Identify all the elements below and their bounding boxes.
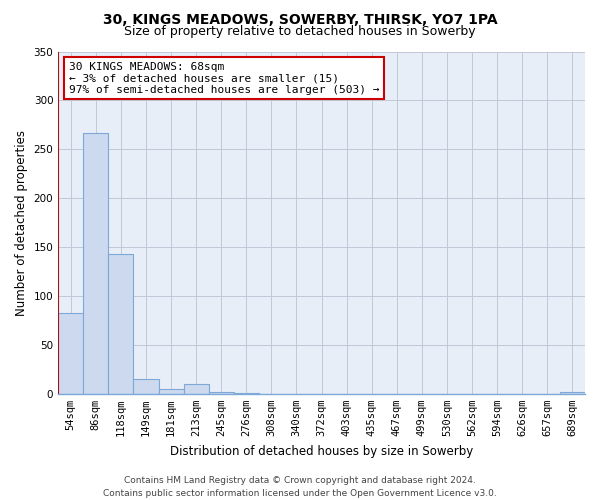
Text: 30, KINGS MEADOWS, SOWERBY, THIRSK, YO7 1PA: 30, KINGS MEADOWS, SOWERBY, THIRSK, YO7 … [103,12,497,26]
Bar [133,379,158,394]
Text: Size of property relative to detached houses in Sowerby: Size of property relative to detached ho… [124,25,476,38]
Text: Contains HM Land Registry data © Crown copyright and database right 2024.
Contai: Contains HM Land Registry data © Crown c… [103,476,497,498]
Text: 30 KINGS MEADOWS: 68sqm
← 3% of detached houses are smaller (15)
97% of semi-det: 30 KINGS MEADOWS: 68sqm ← 3% of detached… [69,62,379,95]
Bar [209,392,234,394]
Bar [109,254,133,394]
Bar [234,393,259,394]
Bar [184,384,209,394]
Bar [158,389,184,394]
Bar [58,312,83,394]
Bar [560,392,585,394]
Bar [83,132,109,394]
Y-axis label: Number of detached properties: Number of detached properties [15,130,28,316]
X-axis label: Distribution of detached houses by size in Sowerby: Distribution of detached houses by size … [170,444,473,458]
